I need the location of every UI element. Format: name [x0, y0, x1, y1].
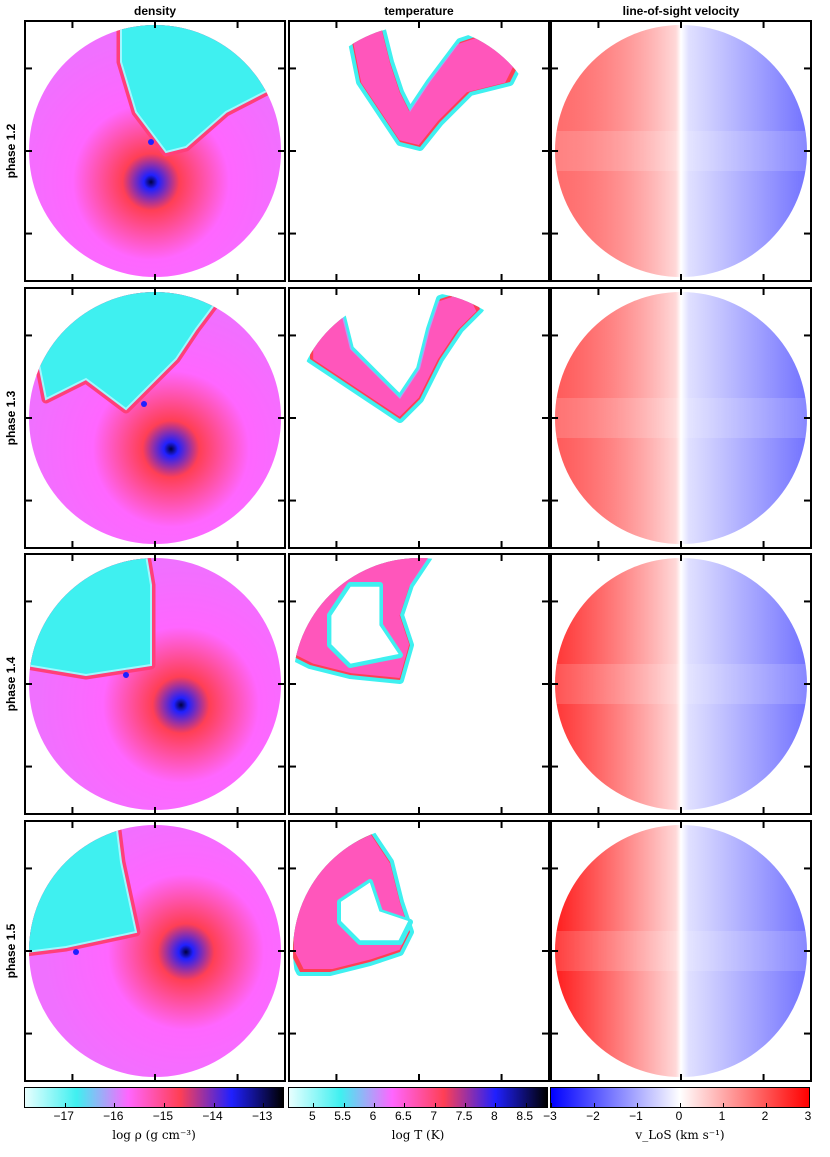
density-panel-phase-3	[24, 287, 286, 549]
velocity-colorbar	[550, 1087, 810, 1108]
velocity-colorbar-label: v_LoS (km s⁻¹)	[635, 1128, 725, 1142]
temperature-map	[290, 22, 548, 280]
colorbar-tick-mark	[114, 1103, 116, 1107]
velocity-map	[552, 822, 810, 1080]
colorbar-tick-mark	[525, 1103, 527, 1107]
colorbar-tick-mark	[313, 1103, 315, 1107]
colorbar-tick-mark	[434, 1103, 436, 1107]
colorbar-tick-label: −16	[103, 1109, 124, 1123]
colorbar-tick-mark	[680, 1103, 681, 1107]
colorbar-tick-mark	[373, 1103, 375, 1107]
colorbar-tick-label: −1	[629, 1109, 643, 1123]
density-map	[26, 289, 284, 547]
colorbar-tick-label: −3	[543, 1109, 557, 1123]
column-title-temperature: temperature	[384, 4, 454, 18]
colorbar-tick-label: 5.5	[334, 1109, 351, 1123]
colorbar-tick-mark	[766, 1103, 767, 1107]
colorbar-tick-label: 3	[804, 1109, 812, 1123]
column-title-density: density	[133, 4, 176, 18]
velocity-panel-phase-4	[550, 553, 812, 815]
colorbar-tick-label: 2	[761, 1109, 769, 1123]
density-map	[26, 555, 284, 813]
column-title-velocity: line-of-sight velocity	[622, 4, 740, 18]
colorbar-tick-label: −13	[251, 1109, 273, 1123]
temperature-map	[290, 555, 548, 813]
row-label-phase-1-3: phase 1.3	[4, 390, 18, 446]
temperature-panel-phase-3	[288, 287, 550, 549]
colorbar-tick-mark	[723, 1103, 724, 1107]
row-label-phase-1-5: phase 1.5	[4, 923, 18, 979]
colorbar-tick-mark	[343, 1103, 345, 1107]
density-map	[26, 22, 284, 280]
temperature-colorbar-ticks: 5 5.5 6 6.5 7 7.5 8 8.5	[288, 1109, 548, 1125]
density-colorbar-ticks: −17 −16 −15 −14 −13	[24, 1109, 284, 1125]
colorbar-tick-label: 7.5	[455, 1109, 473, 1123]
temperature-panel-phase-2	[288, 20, 550, 282]
colorbar-tick-label: 1	[718, 1109, 726, 1123]
row-label-phase-1-2: phase 1.2	[4, 123, 18, 179]
colorbar-tick-label: 5	[308, 1109, 316, 1123]
colorbar-tick-mark	[163, 1103, 165, 1107]
density-panel-phase-4	[24, 553, 286, 815]
colorbar-tick-label: −17	[53, 1109, 74, 1123]
temperature-colorbar	[288, 1087, 548, 1108]
density-panel-phase-5	[24, 820, 286, 1082]
temperature-map	[290, 289, 548, 547]
colorbar-tick-mark	[263, 1103, 265, 1107]
row-label-phase-1-4: phase 1.4	[4, 656, 18, 712]
colorbar-tick-label: 8.5	[516, 1109, 534, 1123]
colorbar-tick-label: 7	[430, 1109, 438, 1123]
colorbar-tick-mark	[637, 1103, 638, 1107]
colorbar-tick-mark	[809, 1103, 810, 1107]
density-panel-phase-2	[24, 20, 286, 282]
colorbar-tick-mark	[465, 1103, 467, 1107]
velocity-map	[552, 22, 810, 280]
colorbar-tick-mark	[64, 1103, 66, 1107]
velocity-map	[552, 555, 810, 813]
colorbar-tick-mark	[495, 1103, 497, 1107]
velocity-panel-phase-3	[550, 287, 812, 549]
colorbar-tick-label: −15	[152, 1109, 174, 1123]
colorbar-tick-label: 8	[491, 1109, 498, 1123]
velocity-panel-phase-2	[550, 20, 812, 282]
colorbar-tick-label: 6	[369, 1109, 377, 1123]
velocity-map	[552, 289, 810, 547]
colorbar-tick-mark	[213, 1103, 215, 1107]
colorbar-tick-mark	[551, 1103, 552, 1107]
temperature-map	[290, 822, 548, 1080]
colorbar-tick-mark	[404, 1103, 406, 1107]
temperature-panel-phase-5	[288, 820, 550, 1082]
temperature-colorbar-label: log T (K)	[391, 1128, 445, 1142]
velocity-colorbar-ticks: −3 −2 −1 0 1 2 3	[543, 1109, 812, 1125]
density-colorbar	[24, 1087, 284, 1108]
colorbar-tick-label: −14	[202, 1109, 223, 1123]
temperature-panel-phase-4	[288, 553, 550, 815]
velocity-panel-phase-5	[550, 820, 812, 1082]
colorbar-tick-label: 0	[675, 1109, 683, 1123]
colorbar-tick-mark	[594, 1103, 595, 1107]
colorbar-tick-label: 6.5	[394, 1109, 412, 1123]
colorbar-tick-label: −2	[586, 1109, 600, 1123]
density-map	[26, 822, 284, 1080]
density-colorbar-label: log ρ (g cm⁻³)	[112, 1128, 196, 1142]
